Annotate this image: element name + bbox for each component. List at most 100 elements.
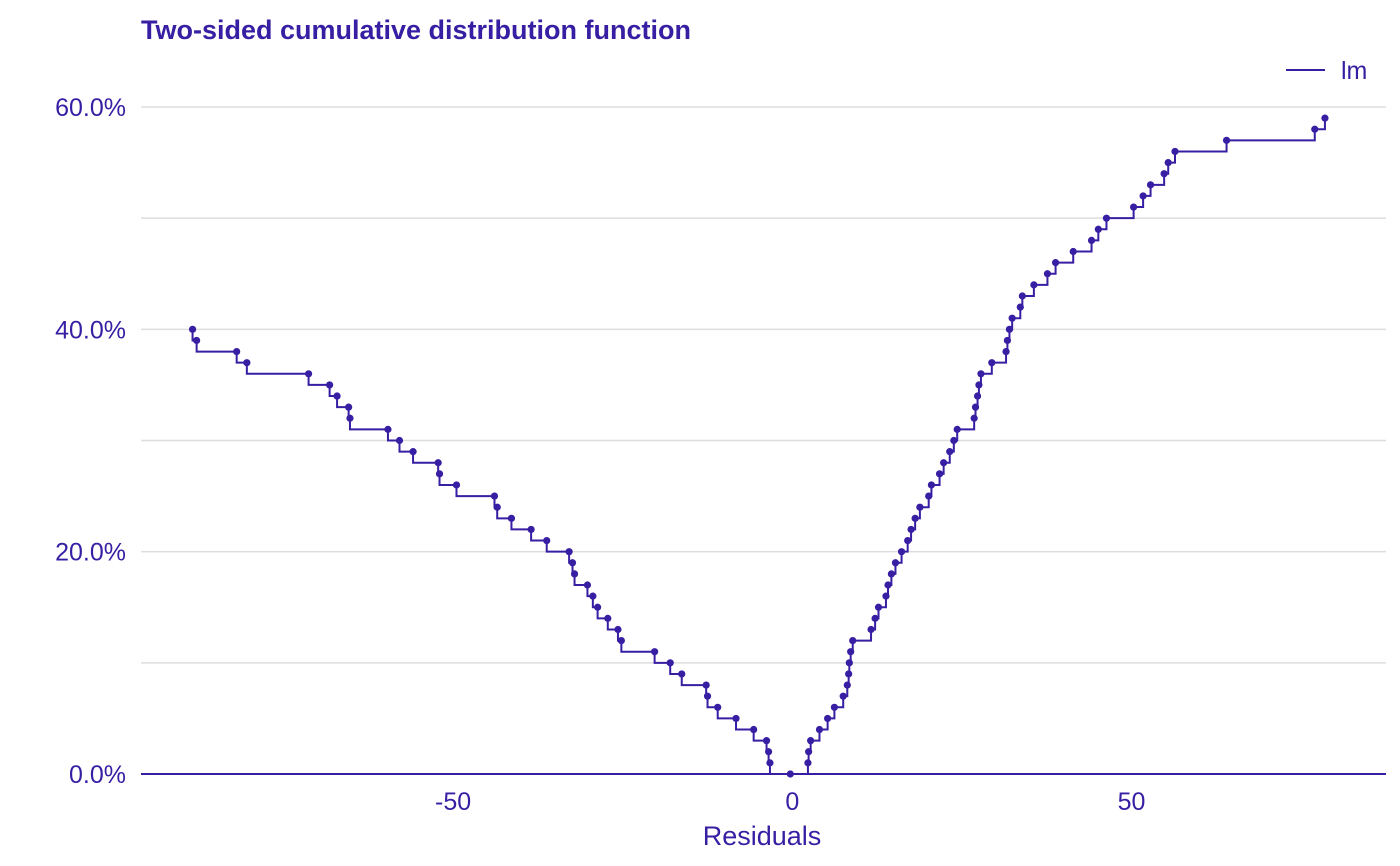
x-tick-label: 50 (1118, 788, 1146, 816)
series-lm-negative-step-line (191, 329, 793, 775)
data-point (970, 414, 978, 422)
data-point (409, 448, 417, 456)
data-point (847, 648, 855, 656)
data-point (843, 681, 851, 689)
data-point (589, 592, 597, 600)
data-point (527, 525, 535, 534)
data-point (732, 714, 740, 723)
y-tick-label: 40.0% (55, 316, 126, 344)
data-point (786, 770, 794, 778)
data-point (891, 559, 900, 567)
data-point (490, 492, 499, 500)
data-point (304, 370, 313, 378)
data-point (824, 714, 832, 723)
data-point (1051, 259, 1060, 267)
data-point (762, 737, 771, 745)
data-point (750, 725, 758, 734)
data-point (395, 436, 404, 445)
data-point (845, 670, 853, 678)
data-point (1146, 181, 1155, 189)
data-point (651, 648, 659, 656)
data-point (925, 492, 933, 500)
data-point (1043, 270, 1052, 278)
data-point (766, 759, 774, 767)
data-point (940, 459, 948, 467)
chart-title: Two-sided cumulative distribution functi… (141, 15, 691, 45)
data-point (345, 403, 353, 411)
data-point (845, 659, 853, 667)
data-point (971, 403, 980, 411)
data-point (953, 425, 961, 433)
data-point (764, 748, 773, 756)
data-point (1102, 214, 1111, 222)
data-point (988, 359, 996, 367)
data-point (714, 703, 722, 711)
data-point (1321, 114, 1329, 122)
data-point (1094, 225, 1102, 233)
data-point (887, 570, 895, 578)
y-axis-tick-labels: 0.0% 20.0% 40.0% 60.0% (55, 94, 126, 789)
legend: lm (1286, 57, 1367, 85)
x-axis-label: Residuals (703, 821, 822, 851)
x-tick-label: -50 (435, 788, 471, 816)
y-tick-label: 20.0% (55, 539, 126, 567)
data-point (1222, 136, 1231, 144)
data-point (507, 514, 516, 522)
data-point (805, 748, 813, 756)
data-point (882, 592, 890, 600)
data-point (1018, 292, 1026, 300)
data-point (1005, 325, 1014, 333)
data-point (193, 336, 201, 345)
data-point (594, 603, 602, 611)
data-point (897, 548, 906, 556)
data-point (874, 603, 883, 611)
data-point (568, 559, 577, 567)
data-point (346, 414, 354, 422)
data-point (1003, 336, 1012, 345)
data-point (807, 737, 815, 745)
data-point (434, 459, 442, 467)
data-point (884, 581, 892, 589)
data-point (583, 581, 592, 589)
grid-lines (141, 106, 1386, 664)
data-point (326, 381, 334, 389)
data-point (1130, 203, 1138, 211)
data-point (1164, 158, 1172, 167)
legend-label-lm: lm (1341, 57, 1367, 85)
data-point (815, 725, 824, 734)
data-point (916, 503, 924, 511)
data-point (617, 637, 625, 645)
data-point (830, 703, 839, 711)
series-lm (188, 114, 1329, 778)
data-point (973, 392, 982, 400)
data-point (435, 470, 444, 478)
data-point (927, 481, 936, 489)
data-point (678, 670, 686, 678)
data-point (935, 470, 944, 478)
y-tick-label: 60.0% (55, 94, 126, 122)
data-point (977, 370, 985, 378)
x-axis-tick-labels: -50 0 50 (435, 788, 1145, 816)
data-point (950, 436, 958, 445)
data-point (666, 659, 674, 667)
data-point (1016, 303, 1024, 311)
data-point (867, 625, 875, 634)
data-point (614, 625, 622, 634)
data-point (1069, 247, 1077, 256)
data-point (946, 448, 954, 456)
data-point (604, 614, 612, 622)
data-point (384, 425, 392, 433)
data-point (1160, 170, 1168, 178)
data-point (570, 570, 579, 578)
data-point (452, 481, 461, 489)
data-point (1002, 347, 1010, 356)
data-point (1008, 314, 1016, 322)
data-point (849, 637, 857, 645)
data-point (703, 692, 712, 700)
data-point (904, 536, 912, 545)
data-point (804, 759, 812, 767)
data-point (1139, 192, 1147, 200)
data-point (907, 525, 915, 534)
series-lm-positive-step-line (792, 118, 1326, 775)
